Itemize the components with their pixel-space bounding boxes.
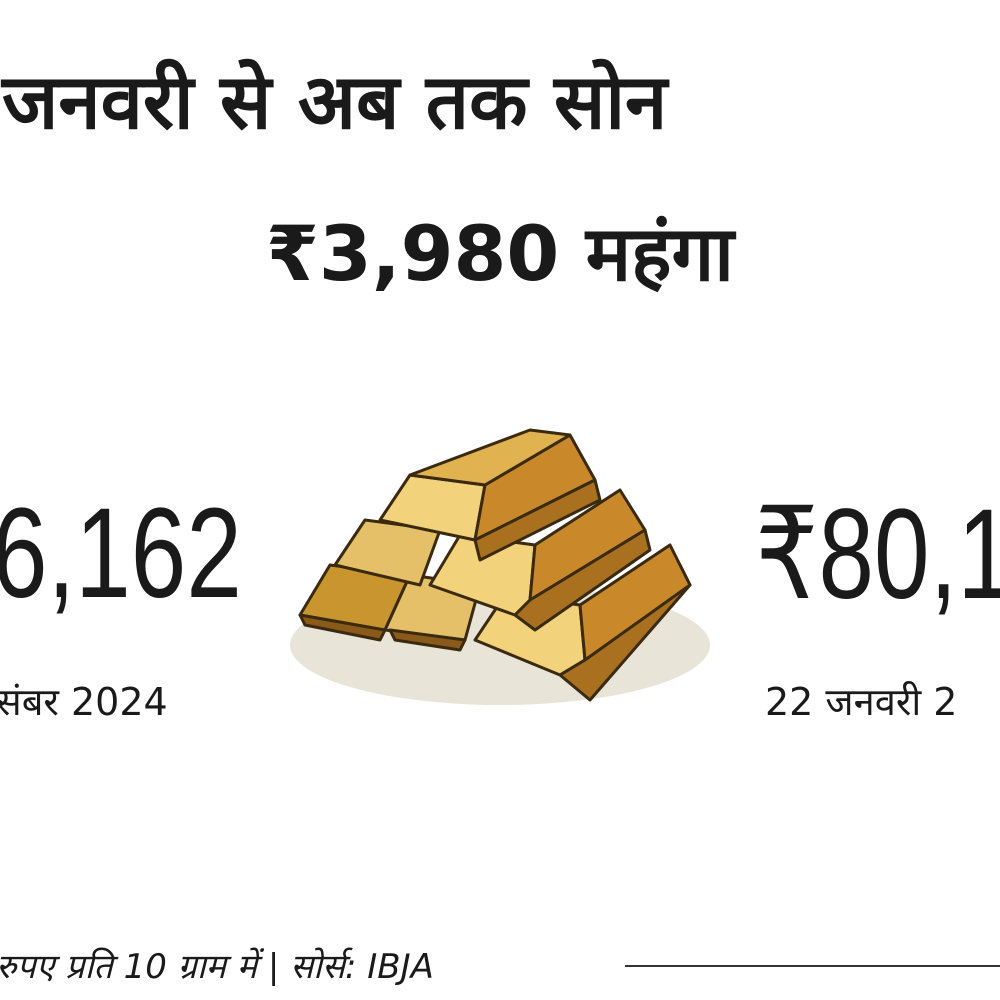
price: 6,162 <box>0 482 242 625</box>
title: ₹3,980 महंगा <box>265 209 734 298</box>
source-note: रुपए प्रति 10 ग्राम में | सोर्स: IBJA <box>0 947 434 987</box>
date: 22 जनवरी 2 <box>765 680 958 724</box>
gold-bars <box>290 428 710 705</box>
rule <box>625 965 1000 967</box>
price: ₹80,1 <box>755 483 1000 626</box>
date: संबर 2024 <box>0 680 168 724</box>
title: जनवरी से अब तक सोन <box>2 57 668 146</box>
